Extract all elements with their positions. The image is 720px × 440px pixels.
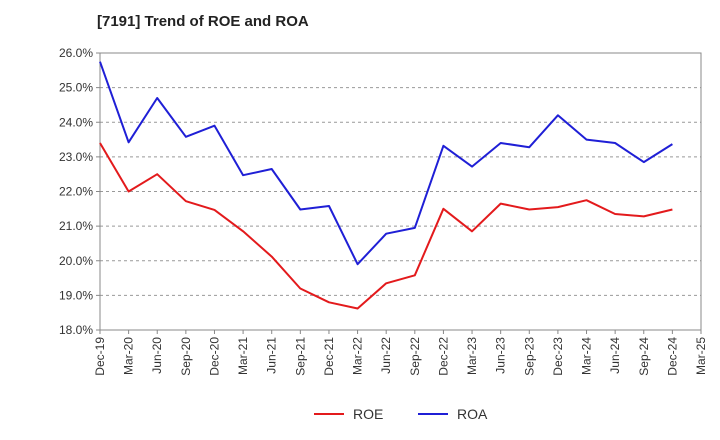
y-tick-label: 25.0% [59, 81, 93, 95]
x-tick-label: Mar-21 [236, 337, 250, 375]
x-tick-label: Dec-24 [665, 337, 679, 376]
x-tick-label: Mar-24 [580, 337, 594, 375]
y-tick-label: 18.0% [59, 323, 93, 337]
x-tick-label: Sep-22 [408, 337, 422, 376]
x-tick-label: Jun-21 [265, 337, 279, 374]
series-line-roe [99, 142, 673, 310]
x-tick-label: Sep-23 [522, 337, 536, 376]
x-tick-label: Sep-24 [637, 337, 651, 376]
y-tick-label: 24.0% [59, 115, 93, 129]
y-tick-label: 19.0% [59, 288, 93, 302]
x-tick-label: Mar-25 [694, 337, 708, 375]
x-tick-label: Jun-22 [379, 337, 393, 374]
x-tick-label: Mar-22 [351, 337, 365, 375]
y-tick-label: 20.0% [59, 254, 93, 268]
x-tick-label: Mar-23 [465, 337, 479, 375]
x-tick-label: Dec-22 [436, 337, 450, 376]
y-tick-label: 26.0% [59, 46, 93, 60]
y-tick-label: 23.0% [59, 150, 93, 164]
x-tick-label: Mar-20 [122, 337, 136, 375]
x-tick-label: Sep-20 [179, 337, 193, 376]
legend-label-roe: ROE [353, 406, 383, 422]
x-tick-label: Dec-23 [551, 337, 565, 376]
x-tick-label: Dec-20 [207, 337, 221, 376]
x-tick-label: Jun-20 [150, 337, 164, 374]
y-tick-label: 22.0% [59, 185, 93, 199]
series-line-roa [99, 61, 673, 266]
x-tick-label: Jun-24 [608, 337, 622, 374]
chart-title: [7191] Trend of ROE and ROA [97, 13, 309, 30]
y-tick-label: 21.0% [59, 219, 93, 233]
x-tick-label: Dec-19 [93, 337, 107, 376]
x-tick-label: Sep-21 [293, 337, 307, 376]
legend-label-roa: ROA [457, 406, 488, 422]
x-tick-label: Dec-21 [322, 337, 336, 376]
x-tick-label: Jun-23 [494, 337, 508, 374]
